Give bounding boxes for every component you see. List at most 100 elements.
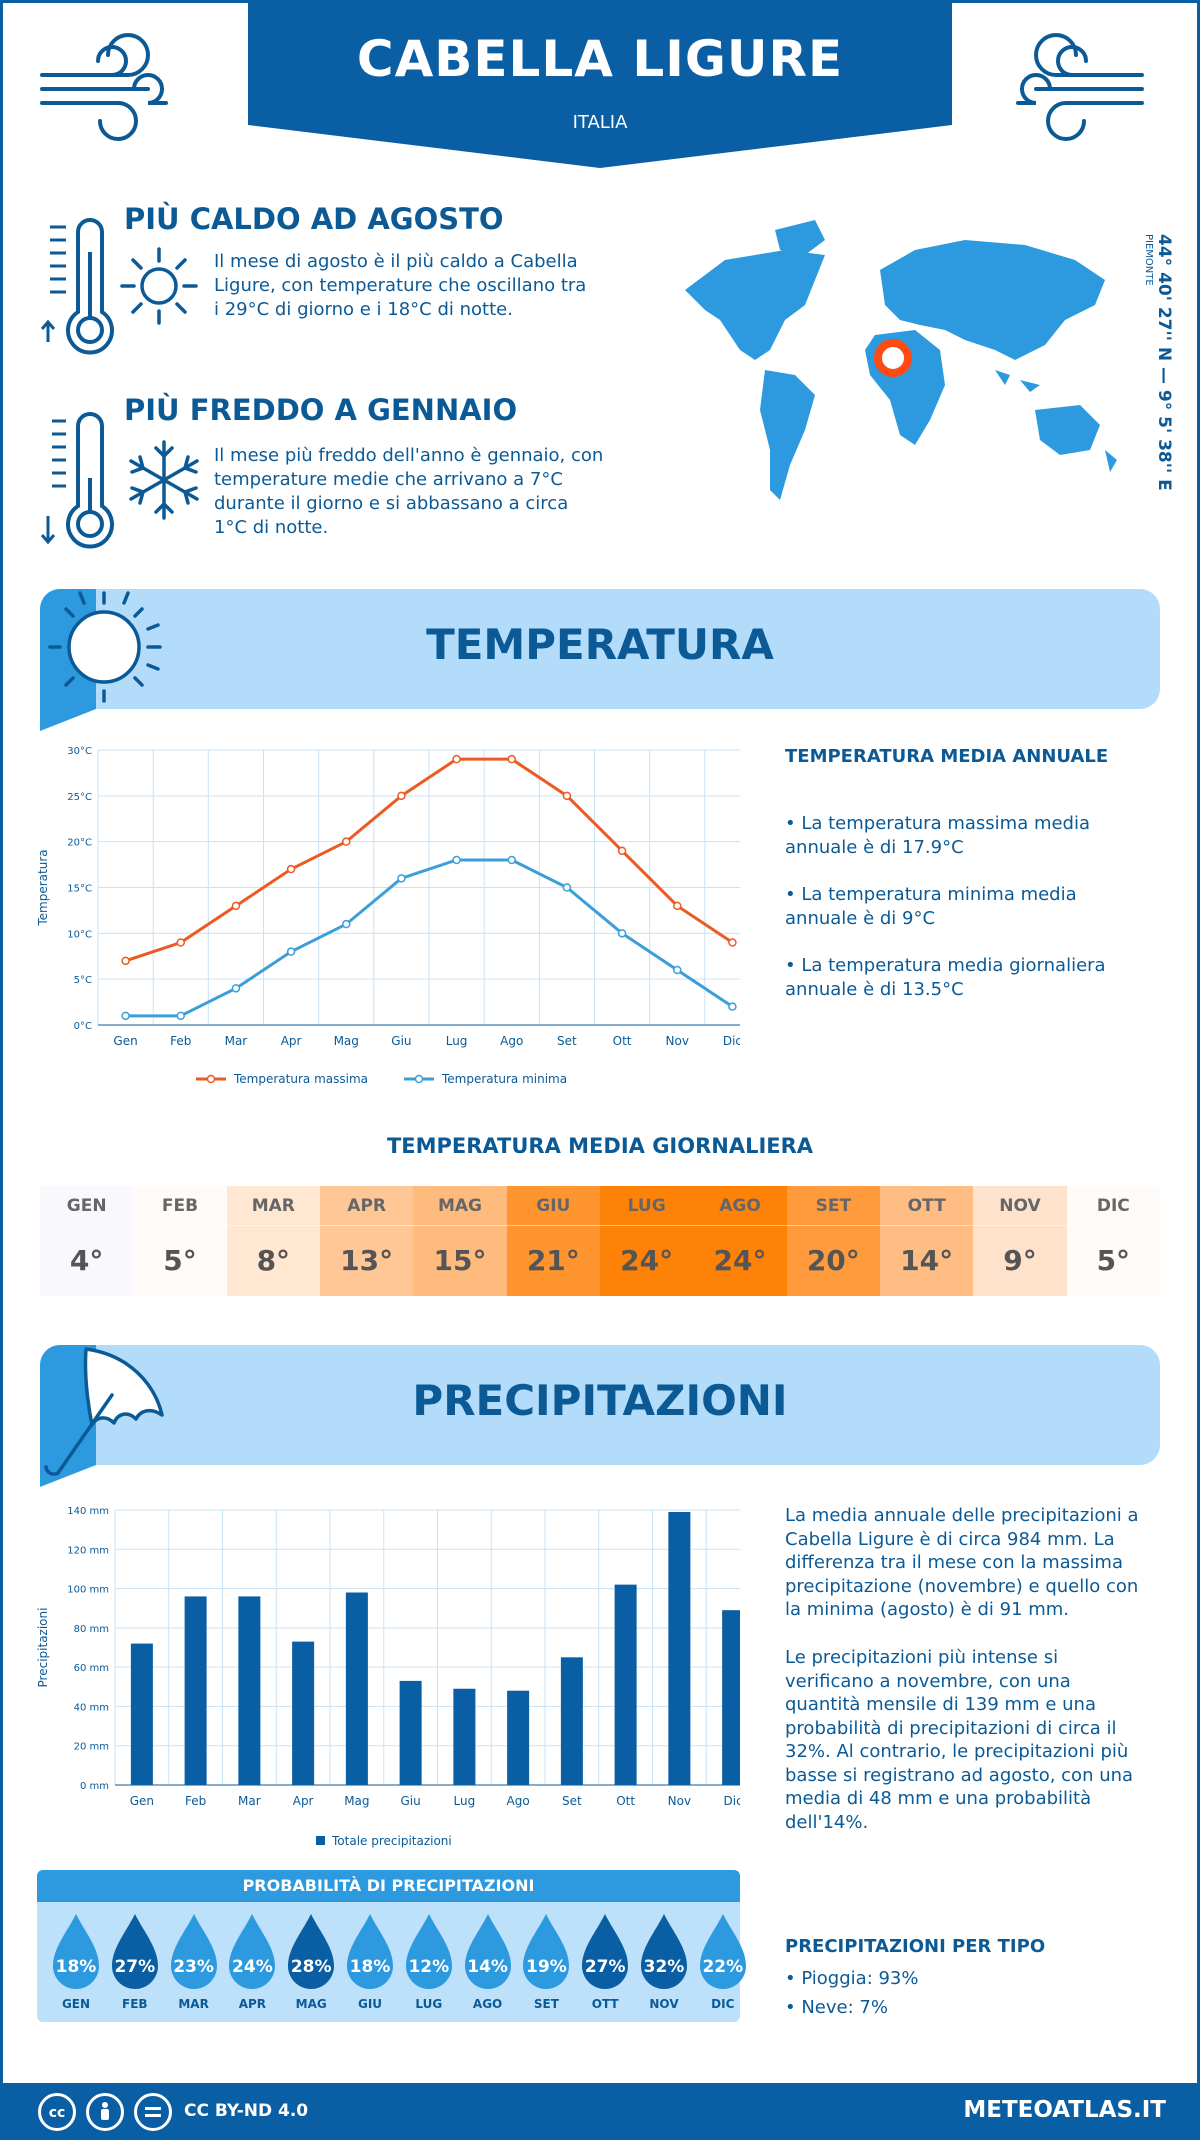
data-point — [728, 938, 737, 947]
temperature-chart: 0°C 5°C 10°C 15°C 20°C 25°C 30°C Gen Feb Mar Apr Ma… — [36, 746, 740, 1086]
bar — [292, 1641, 315, 1785]
data-point — [507, 855, 516, 865]
bar — [560, 1657, 583, 1785]
x-tick-label: Mag — [344, 1794, 369, 1808]
bar — [130, 1643, 153, 1785]
probability-value: 14% — [467, 1957, 508, 1977]
precip-probability-title: PROBABILITÀ DI PRECIPITAZIONI — [37, 1870, 740, 1902]
bar — [184, 1596, 207, 1785]
city-title: CABELLA LIGURE — [356, 30, 844, 88]
data-point — [231, 901, 241, 911]
raindrop-icon — [582, 1914, 629, 1989]
coldest-title: PIÙ FREDDO A GENNAIO — [124, 393, 518, 427]
raindrop-icon — [464, 1914, 511, 1989]
month-label: DIC — [1066, 1186, 1160, 1226]
probability-drop: 27% FEB — [106, 1910, 164, 2020]
umbrella-rain-icon — [40, 1345, 164, 1487]
daily-temp-cell: DIC 5° — [1066, 1186, 1160, 1296]
thermometer-hot-icon — [40, 218, 114, 355]
x-tick-label: Dic — [723, 1034, 740, 1048]
probability-value: 18% — [55, 1957, 97, 1977]
series-line — [125, 858, 734, 1018]
raindrop-icon — [699, 1914, 746, 1989]
temp-value: 5° — [163, 1244, 197, 1277]
temperature-title: TEMPERATURA — [426, 620, 774, 669]
x-tick-label: Mar — [225, 1034, 248, 1048]
probability-drop: 28% MAG — [282, 1910, 340, 2020]
probability-value: 23% — [173, 1957, 214, 1977]
attribution-icon — [86, 2093, 124, 2131]
legend-marker — [206, 1074, 216, 1084]
y-tick-label: 5°C — [74, 975, 92, 986]
raindrop-icon — [523, 1914, 570, 1989]
data-point — [397, 791, 406, 801]
x-tick-label: Set — [557, 1034, 577, 1048]
y-tick-label: 140 mm — [67, 1506, 109, 1517]
wind-icon — [1016, 33, 1144, 141]
month-label: APR — [238, 1997, 267, 2011]
x-tick-label: Giu — [401, 1794, 421, 1808]
x-tick-label: Apr — [281, 1034, 302, 1048]
x-tick-label: Mar — [238, 1794, 261, 1808]
temperature-band — [40, 589, 1160, 709]
site-link[interactable]: METEOATLAS.IT — [963, 2097, 1166, 2123]
month-label: DIC — [711, 1997, 735, 2011]
daily-temp-cell: LUG 24° — [600, 1186, 694, 1296]
x-tick-label: Ago — [507, 1794, 530, 1808]
month-label: LUG — [415, 1997, 443, 2011]
country-label: ITALIA — [572, 112, 628, 133]
header-banner — [248, 0, 952, 170]
month-label: SET — [533, 1997, 559, 2011]
warmest-text: Il mese di agosto è il più caldo a Cabel… — [214, 251, 587, 320]
data-point — [342, 837, 351, 846]
series-line — [125, 757, 734, 963]
y-tick-label: 60 mm — [74, 1663, 109, 1674]
probability-value: 19% — [526, 1957, 567, 1977]
temp-value: 8° — [256, 1244, 291, 1277]
raindrop-icon — [111, 1914, 158, 1989]
x-tick-label: Giu — [391, 1034, 411, 1048]
month-label: OTT — [880, 1186, 974, 1226]
precipitation-band — [40, 1345, 1160, 1465]
region-label: PIEMONTE — [1143, 234, 1154, 286]
month-label: FEB — [122, 1997, 148, 2011]
location-marker — [874, 339, 912, 377]
bar — [614, 1584, 637, 1785]
y-tick-label: 30°C — [67, 746, 92, 757]
raindrop-icon — [405, 1914, 452, 1989]
svg-text:cc: cc — [49, 2105, 66, 2121]
raindrop-icon — [288, 1914, 335, 1989]
annual-temp-min: • La temperatura minima media annuale è … — [785, 884, 1077, 929]
no-derivatives-icon — [134, 2093, 172, 2131]
daily-temp-cell: NOV 9° — [973, 1186, 1067, 1296]
probability-drop: 12% LUG — [400, 1910, 458, 2020]
legend-swatch — [316, 1836, 325, 1845]
temp-value: 9° — [1003, 1244, 1037, 1277]
month-label: SET — [786, 1186, 880, 1226]
month-label: MAG — [295, 1997, 327, 2011]
legend-label: Totale precipitazioni — [331, 1834, 452, 1848]
y-tick-label: 20°C — [67, 838, 92, 849]
data-point — [562, 883, 572, 892]
wind-icon — [40, 33, 168, 141]
data-point — [452, 754, 461, 764]
temp-value: 24° — [620, 1244, 674, 1277]
coordinates-text: 44° 40' 27'' N — 9° 5' 38'' E — [1154, 234, 1174, 491]
precip-type-rain: • Pioggia: 93% — [785, 1968, 919, 1989]
thermometer-cold-icon — [40, 412, 114, 549]
x-tick-label: Mag — [334, 1034, 359, 1048]
probability-drop: 18% GIU — [341, 1910, 399, 2020]
precipitation-title: PRECIPITAZIONI — [412, 1376, 788, 1425]
daily-temp-cell: GEN 4° — [40, 1186, 134, 1296]
sun-large-icon — [40, 589, 162, 731]
month-label: NOV — [649, 1997, 679, 2011]
temp-value: 5° — [1096, 1244, 1131, 1277]
license-label: CC BY-ND 4.0 — [184, 2101, 309, 2121]
bar — [238, 1596, 261, 1785]
data-point — [617, 929, 627, 938]
data-point — [728, 1002, 737, 1011]
daily-temp-cell: FEB 5° — [133, 1186, 227, 1296]
probability-drop: 14% AGO — [459, 1910, 517, 2020]
daily-temp-cell: GIU 21° — [506, 1186, 600, 1296]
x-tick-label: Feb — [170, 1034, 191, 1048]
